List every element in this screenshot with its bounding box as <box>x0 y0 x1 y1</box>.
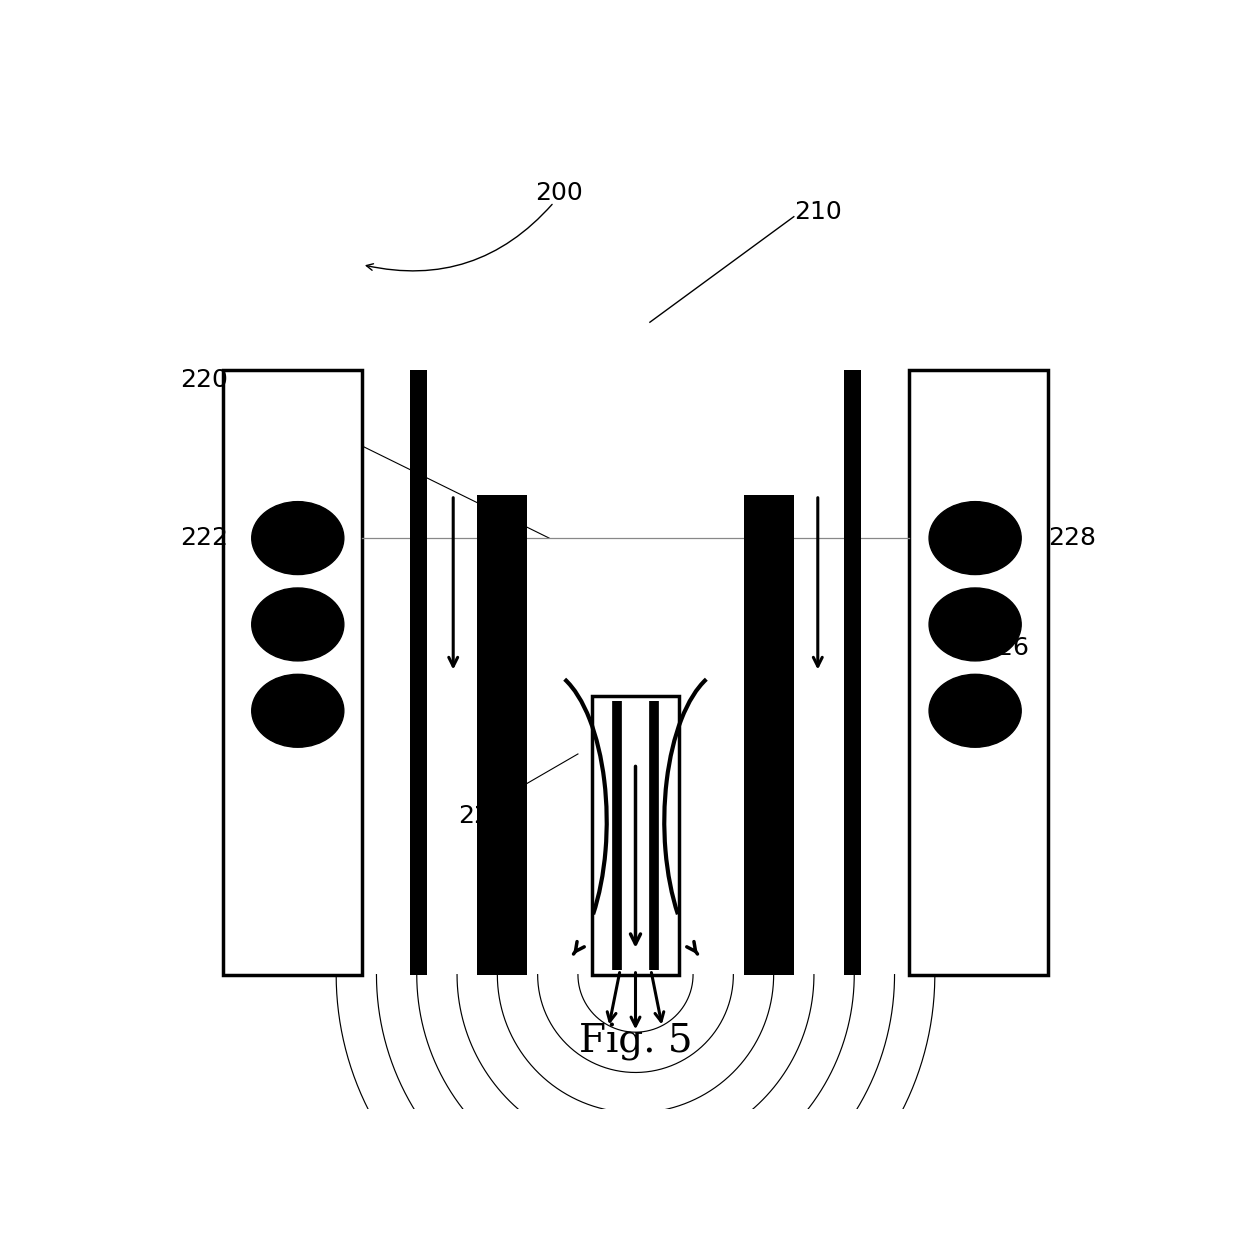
Ellipse shape <box>929 588 1022 660</box>
Text: Fig. 5: Fig. 5 <box>579 1023 692 1060</box>
Ellipse shape <box>252 502 343 574</box>
Text: 210: 210 <box>794 199 842 224</box>
Text: 200: 200 <box>534 181 583 204</box>
Bar <box>477 495 527 974</box>
Bar <box>843 370 861 974</box>
Bar <box>410 370 428 974</box>
Ellipse shape <box>252 674 343 748</box>
Ellipse shape <box>252 588 343 660</box>
Text: 226: 226 <box>981 637 1029 660</box>
Bar <box>909 370 1048 974</box>
Ellipse shape <box>929 674 1022 748</box>
Bar <box>223 370 362 974</box>
Ellipse shape <box>929 502 1022 574</box>
Text: 228: 228 <box>1048 526 1096 549</box>
Bar <box>744 495 794 974</box>
Bar <box>593 697 678 974</box>
Text: 222: 222 <box>180 526 228 549</box>
Text: 224: 224 <box>458 805 506 829</box>
Text: 220: 220 <box>180 368 228 391</box>
